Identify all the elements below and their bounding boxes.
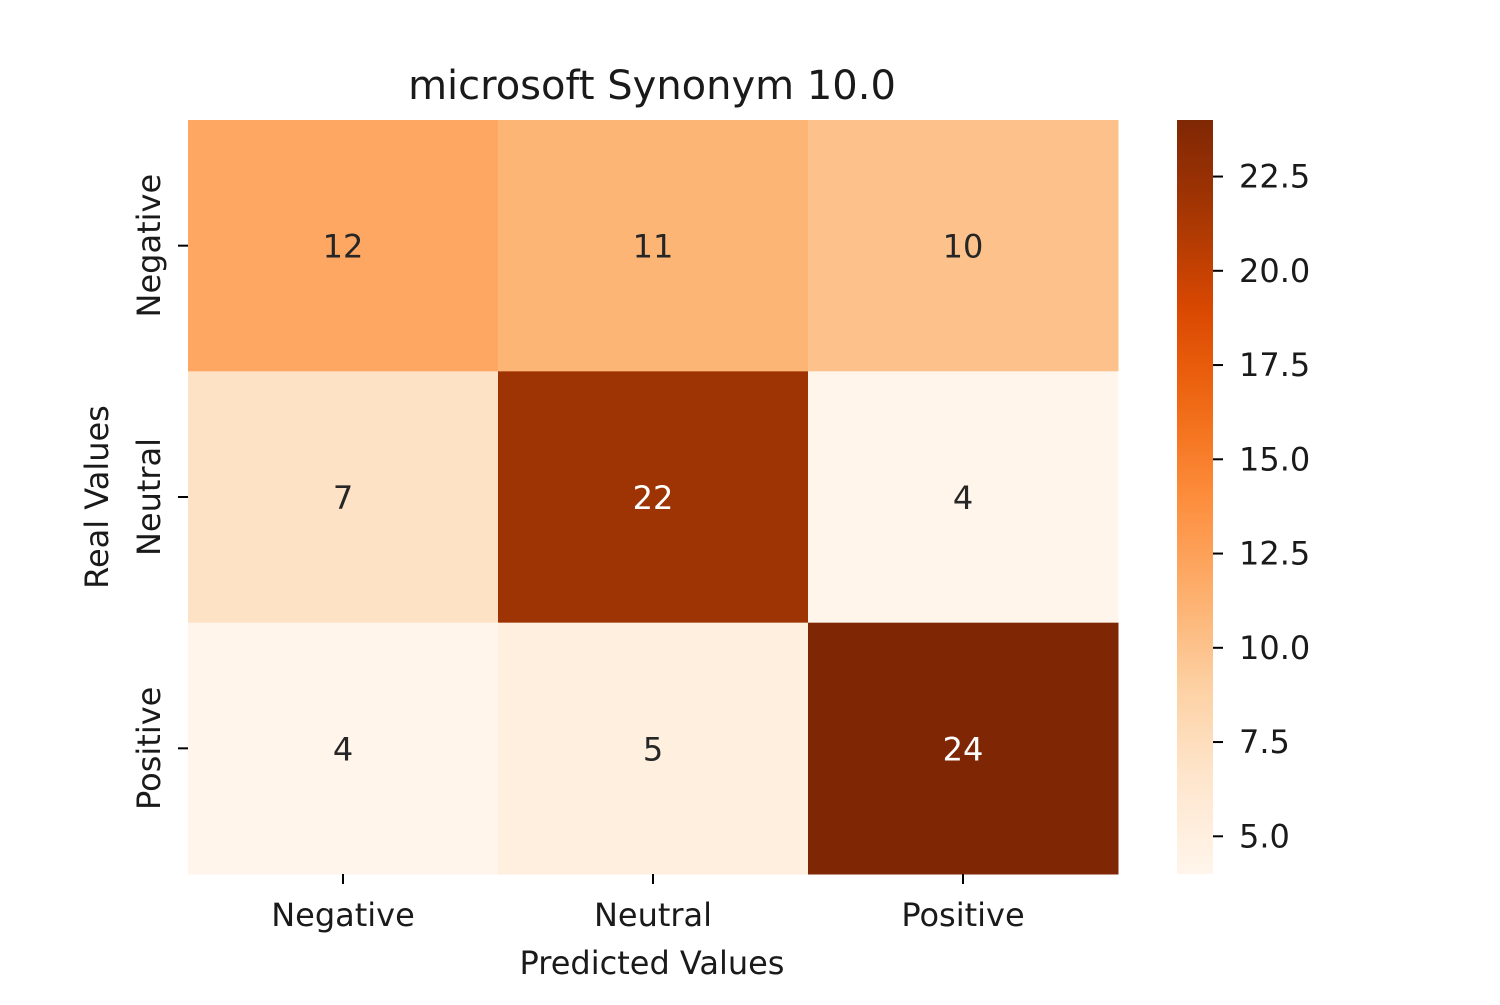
x-tick-label: Negative (271, 896, 415, 934)
heatmap-cell (188, 120, 499, 372)
heatmap-cell (498, 371, 809, 624)
colorbar-tick-label: 15.0 (1239, 440, 1310, 478)
cell-annotation: 4 (953, 479, 973, 517)
colorbar-tick-label: 5.0 (1239, 817, 1290, 855)
heatmap-cell (188, 622, 499, 875)
heatmap-cell (188, 371, 499, 624)
heatmap-cell (808, 622, 1119, 875)
cell-annotation: 10 (943, 228, 984, 266)
cell-annotations: 12 11 10 7 22 4 4 5 24 (323, 228, 984, 769)
cell-annotation: 24 (943, 730, 984, 768)
heatmap-cells (188, 120, 1119, 875)
heatmap-cell (808, 120, 1119, 372)
cell-annotation: 22 (633, 479, 674, 517)
colorbar-tick-label: 7.5 (1239, 723, 1290, 761)
x-axis: Negative Neutral Positive (271, 874, 1025, 934)
x-tick-label: Positive (901, 896, 1024, 934)
heatmap-cell (498, 120, 809, 372)
y-tick-label: Negative (130, 174, 168, 318)
colorbar-tick-label: 20.0 (1239, 252, 1310, 290)
x-axis-label: Predicted Values (520, 944, 785, 982)
colorbar (1177, 120, 1213, 874)
x-tick-label: Neutral (594, 896, 712, 934)
y-axis-label: Real Values (78, 405, 116, 589)
cell-annotation: 12 (323, 228, 364, 266)
cell-annotation: 11 (633, 228, 674, 266)
y-tick-label: Neutral (130, 438, 168, 556)
heatmap-cell (808, 371, 1119, 624)
colorbar-tick-label: 12.5 (1239, 535, 1310, 573)
y-axis: Negative Neutral Positive (130, 174, 188, 810)
colorbar-tick-label: 22.5 (1239, 158, 1310, 196)
colorbar-axis: 5.0 7.5 10.0 12.5 15.0 17.5 20.0 22.5 (1213, 158, 1310, 855)
colorbar-tick-label: 17.5 (1239, 346, 1310, 384)
chart-title: microsoft Synonym 10.0 (408, 63, 896, 109)
cell-annotation: 5 (643, 730, 663, 768)
cell-annotation: 7 (333, 479, 353, 517)
cell-annotation: 4 (333, 730, 353, 768)
heatmap-cell (498, 622, 809, 875)
y-tick-label: Positive (130, 687, 168, 810)
colorbar-tick-label: 10.0 (1239, 629, 1310, 667)
